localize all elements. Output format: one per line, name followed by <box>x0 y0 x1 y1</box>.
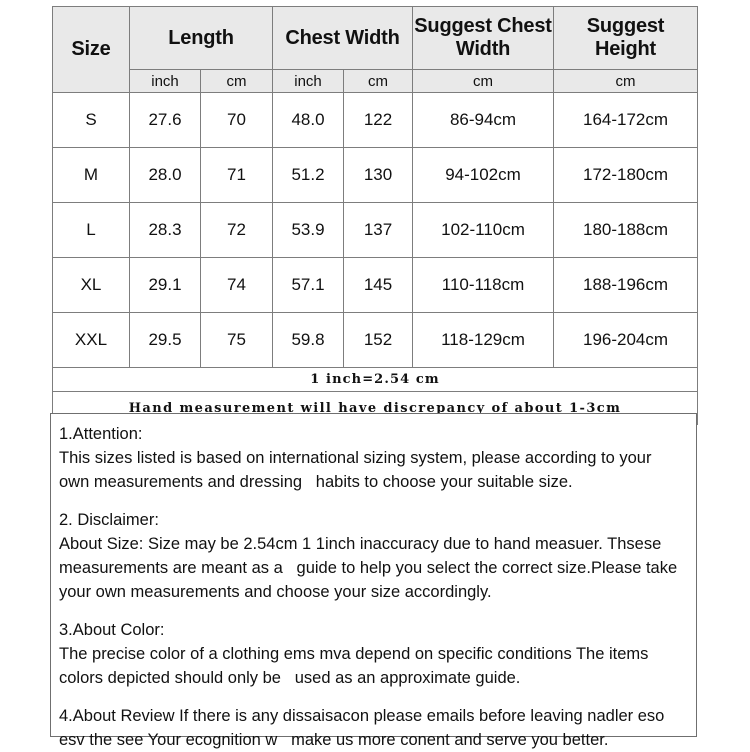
footnote-row-conversion: 1 inch=2.54 cm <box>51 367 699 392</box>
cell-chest-inch: 48.0 <box>272 92 345 148</box>
note-review-body: 4.About Review If there is any dissaisac… <box>59 707 669 749</box>
note-disclaimer-body: About Size: Size may be 2.54cm 1 1inch i… <box>59 535 682 601</box>
cell-length-inch: 29.5 <box>129 312 201 368</box>
note-attention-title: 1.Attention: <box>59 425 143 443</box>
cell-length-inch: 28.0 <box>129 147 201 203</box>
cell-size: M <box>52 147 130 203</box>
cell-length-cm: 70 <box>199 92 274 148</box>
header-length: Length <box>128 6 274 70</box>
cell-length-inch: 29.1 <box>129 257 201 313</box>
cell-chest-inch: 57.1 <box>272 257 345 313</box>
unit-suggest-chest-cm: cm <box>412 69 555 93</box>
cell-chest-inch: 51.2 <box>272 147 345 203</box>
cell-chest-cm: 152 <box>343 312 414 368</box>
cell-suggest-chest: 94-102cm <box>412 147 555 203</box>
table-row: L 28.3 72 53.9 137 102-110cm 180-188cm <box>52 202 699 258</box>
cell-suggest-height: 188-196cm <box>553 257 699 313</box>
size-table-container: Size Length Chest Width Suggest Chest Wi… <box>51 6 699 425</box>
cell-length-cm: 72 <box>199 202 274 258</box>
cell-suggest-chest: 110-118cm <box>412 257 555 313</box>
note-color-body: The precise color of a clothing ems mva … <box>59 645 654 687</box>
cell-chest-cm: 145 <box>343 257 414 313</box>
cell-length-inch: 27.6 <box>129 92 201 148</box>
cell-length-inch: 28.3 <box>129 202 201 258</box>
header-size: Size <box>52 6 130 93</box>
unit-suggest-height-cm: cm <box>553 69 699 93</box>
cell-chest-inch: 53.9 <box>272 202 345 258</box>
cell-length-cm: 75 <box>199 312 274 368</box>
cell-length-cm: 74 <box>199 257 274 313</box>
cell-suggest-chest: 118-129cm <box>412 312 555 368</box>
cell-chest-cm: 122 <box>343 92 414 148</box>
unit-length-inch: inch <box>129 69 201 93</box>
note-color-title: 3.About Color: <box>59 621 165 639</box>
note-review: 4.About Review If there is any dissaisac… <box>59 704 686 752</box>
cell-chest-cm: 130 <box>343 147 414 203</box>
header-row-units: inch cm inch cm cm cm <box>53 69 699 93</box>
cell-length-cm: 71 <box>199 147 274 203</box>
header-suggest-height: Suggest Height <box>553 6 699 70</box>
unit-chest-inch: inch <box>272 69 345 93</box>
cell-suggest-height: 172-180cm <box>553 147 699 203</box>
header-suggest-chest-width: Suggest Chest Width <box>412 6 555 70</box>
cell-chest-inch: 59.8 <box>272 312 345 368</box>
cell-size: XL <box>52 257 130 313</box>
size-table-header: Size Length Chest Width Suggest Chest Wi… <box>52 6 699 93</box>
cell-size: XXL <box>52 312 130 368</box>
table-row: S 27.6 70 48.0 122 86-94cm 164-172cm <box>52 92 699 148</box>
note-color: 3.About Color: The precise color of a cl… <box>59 618 686 690</box>
table-row: XL 29.1 74 57.1 145 110-118cm 188-196cm <box>52 257 699 313</box>
size-table-body: S 27.6 70 48.0 122 86-94cm 164-172cm M 2… <box>51 92 699 425</box>
notes-panel: 1.Attention: This sizes listed is based … <box>50 413 697 749</box>
unit-chest-cm: cm <box>343 69 414 93</box>
cell-suggest-height: 196-204cm <box>553 312 699 368</box>
note-attention-body: This sizes listed is based on internatio… <box>59 449 657 491</box>
footnote-conversion: 1 inch=2.54 cm <box>51 367 699 392</box>
header-row-groups: Size Length Chest Width Suggest Chest Wi… <box>52 6 699 93</box>
cell-chest-cm: 137 <box>343 202 414 258</box>
cell-suggest-chest: 86-94cm <box>412 92 555 148</box>
note-attention: 1.Attention: This sizes listed is based … <box>59 422 686 494</box>
cell-suggest-height: 180-188cm <box>553 202 699 258</box>
note-disclaimer-title: 2. Disclaimer: <box>59 511 159 529</box>
table-row: XXL 29.5 75 59.8 152 118-129cm 196-204cm <box>52 312 699 368</box>
cell-suggest-height: 164-172cm <box>553 92 699 148</box>
size-table: Size Length Chest Width Suggest Chest Wi… <box>51 6 699 425</box>
header-chest-width: Chest Width <box>272 6 414 70</box>
cell-suggest-chest: 102-110cm <box>412 202 555 258</box>
note-disclaimer: 2. Disclaimer: About Size: Size may be 2… <box>59 508 686 604</box>
table-row: M 28.0 71 51.2 130 94-102cm 172-180cm <box>52 147 699 203</box>
cell-size: S <box>52 92 130 148</box>
cell-size: L <box>52 202 130 258</box>
unit-length-cm: cm <box>199 69 274 93</box>
